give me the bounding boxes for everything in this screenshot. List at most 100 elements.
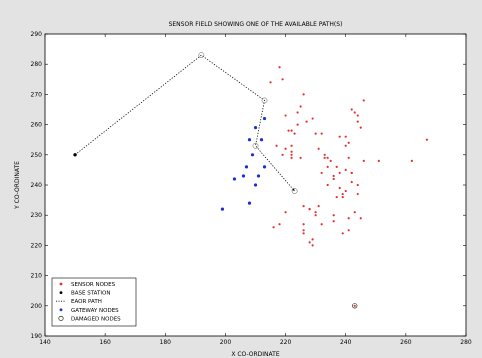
sensor-node-point: [326, 183, 329, 187]
sensor-node-point: [350, 180, 353, 184]
sensor-node-point: [356, 114, 359, 117]
node-markers: [73, 52, 429, 309]
eaor-path: [74, 54, 295, 192]
sensor-node-point: [287, 129, 290, 132]
path-hop-node: [198, 52, 205, 58]
legend: SENSOR NODES BASE STATION EAOR PATH GATEWAY…: [51, 277, 137, 327]
gateway-node-point: [262, 165, 267, 169]
sensor-node-point: [344, 189, 347, 193]
gateway-node-point: [256, 174, 261, 178]
sensor-node-point: [314, 211, 317, 214]
y-tick-label: 290: [31, 31, 43, 38]
sensor-node-point: [326, 156, 329, 159]
y-tick-label: 230: [31, 212, 43, 219]
gateway-node-point: [232, 177, 237, 181]
gateway-node-point: [247, 138, 252, 142]
legend-box: [51, 277, 137, 327]
legend-marker: [59, 291, 63, 294]
sensor-node-point: [290, 150, 293, 153]
sensor-node-point: [347, 229, 350, 232]
sensor-node-point: [350, 171, 353, 175]
sensor-node-point: [320, 171, 323, 175]
gateway-node-point: [244, 165, 249, 169]
gateway-node-point: [253, 183, 258, 187]
y-tick-label: 200: [31, 303, 43, 310]
y-tick-label: 240: [31, 182, 43, 189]
sensor-node-point: [332, 174, 335, 178]
sensor-node-point: [275, 144, 278, 147]
sensor-node-point: [278, 66, 281, 69]
sensor-node-point: [344, 135, 347, 138]
sensor-node-point: [302, 93, 305, 96]
sensor-node-point: [341, 192, 344, 196]
sensor-node-point: [344, 168, 347, 171]
sensor-node-point: [320, 223, 323, 226]
path-hop-node: [291, 188, 298, 194]
y-tick-label: 260: [31, 122, 43, 129]
sensor-node-point: [353, 211, 356, 214]
sensor-node-point: [347, 156, 350, 159]
sensor-node-point: [302, 229, 305, 232]
sensor-node-point: [293, 132, 296, 135]
sensor-node-point: [281, 78, 284, 81]
x-tick-label: 220: [280, 339, 292, 346]
sensor-node-point: [305, 120, 308, 123]
x-tick-label: 240: [340, 339, 352, 346]
y-axis-label: Y CO-ORDINATE: [14, 161, 21, 210]
gateway-node-point: [250, 153, 255, 157]
legend-marker: [58, 315, 64, 321]
sensor-node-point: [302, 232, 305, 235]
base-station-point: [73, 153, 77, 157]
sensor-node-point: [272, 226, 275, 229]
legend-label: BASE STATION: [71, 291, 110, 297]
x-tick-label: 280: [460, 339, 472, 346]
sensor-node-point: [317, 147, 320, 150]
sensor-node-point: [356, 120, 359, 123]
sensor-node-point: [281, 153, 284, 156]
sensor-node-point: [299, 156, 302, 159]
x-tick-label: 160: [99, 339, 111, 346]
gateway-node-point: [259, 138, 264, 142]
sensor-node-point: [350, 108, 353, 111]
eaor-path-line: [74, 54, 295, 192]
y-tick-label: 210: [31, 273, 43, 280]
sensor-node-point: [356, 183, 359, 187]
sensor-node-point: [359, 126, 362, 129]
sensor-node-point: [425, 138, 429, 141]
sensor-node-point: [311, 244, 314, 247]
gateway-node-point: [262, 116, 267, 121]
sensor-node-point: [317, 205, 320, 208]
sensor-node-point: [284, 147, 287, 150]
x-tick-label: 180: [160, 339, 172, 346]
sensor-node-point: [311, 238, 314, 241]
sensor-node-point: [338, 186, 341, 190]
x-axis-label: X CO-ORDINATE: [231, 351, 280, 358]
sensor-node-point: [302, 223, 305, 226]
sensor-node-point: [320, 132, 323, 135]
sensor-node-point: [341, 195, 344, 199]
legend-marker: [59, 282, 63, 286]
sensor-node-point: [341, 232, 344, 235]
sensor-node-point: [362, 99, 365, 102]
damaged-node-point: [352, 303, 358, 309]
sensor-node-point: [344, 144, 347, 147]
sensor-node-point: [353, 304, 356, 307]
y-tick-label: 250: [31, 152, 43, 159]
sensor-node-point: [335, 195, 338, 199]
gateway-node-point: [220, 207, 225, 211]
sensor-node-point: [269, 81, 272, 84]
y-tick-label: 220: [31, 242, 43, 249]
sensor-node-point: [308, 208, 311, 211]
sensor-node-point: [323, 153, 326, 156]
sensor-node-point: [338, 135, 341, 138]
sensor-node-point: [332, 220, 335, 223]
sensor-node-point: [284, 114, 287, 117]
sensor-node-point: [296, 111, 299, 114]
sensor-node-point: [323, 156, 326, 159]
sensor-node-point: [290, 156, 293, 159]
sensor-node-point: [356, 192, 359, 196]
legend-label: SENSOR NODES: [71, 282, 116, 288]
sensor-node-point: [335, 165, 338, 168]
legend-label: GATEWAY NODES: [71, 308, 119, 314]
sensor-node-point: [314, 214, 317, 217]
